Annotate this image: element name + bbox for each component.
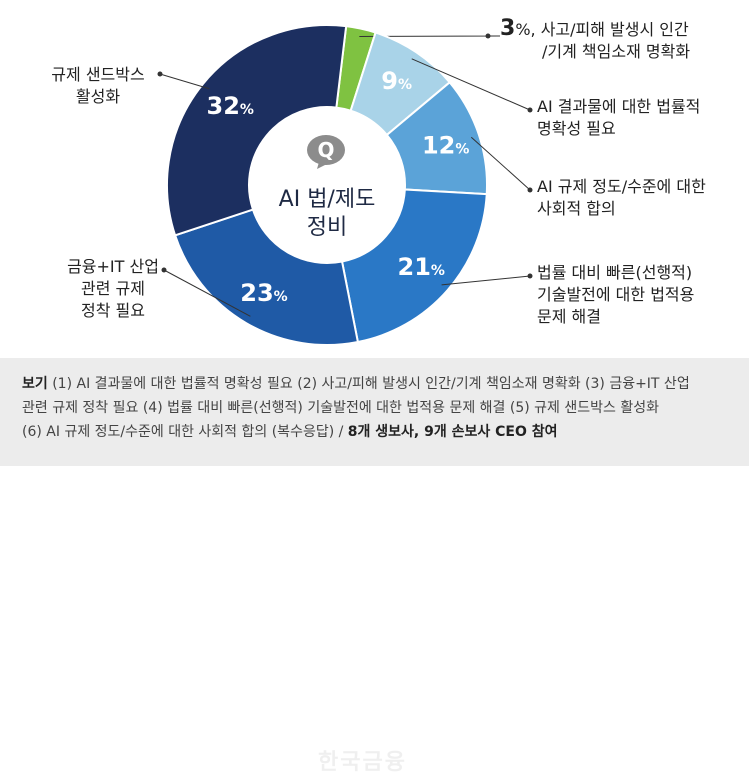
callout-tech-law-line-2: 기술발전에 대한 법적용: [537, 284, 694, 306]
callout-accident-unit: %: [515, 20, 530, 39]
note-emphasis: 8개 생보사, 9개 손보사 CEO 참여: [348, 424, 558, 440]
leader-dot-ai_output: [528, 108, 533, 113]
callout-accident-line-1: 사고/피해 발생시 인간: [541, 20, 689, 39]
callout-tech-law-line-3: 문제 해결: [537, 306, 694, 328]
leader-dot-ai_reg: [528, 188, 533, 193]
leader-line-sandbox: [160, 74, 209, 89]
callout-tech-law: 법률 대비 빠른(선행적) 기술발전에 대한 법적용 문제 해결: [537, 262, 694, 328]
callout-sandbox: 규제 샌드박스 활성화: [36, 64, 160, 108]
note-line-1: (1) AI 결과물에 대한 법률적 명확성 필요 (2) 사고/피해 발생시 …: [52, 376, 689, 392]
donut-chart: 9%12%21%23%32% Q AI 법/제도 정비 3%, 사고/피해 발생…: [0, 0, 749, 350]
callout-sandbox-line-2: 활성화: [36, 86, 160, 108]
leader-dot-tech_law: [528, 274, 533, 279]
note-label: 보기: [22, 376, 48, 392]
leader-dot-accident: [486, 34, 491, 39]
callout-accident-value: 3: [500, 16, 515, 41]
note-line-2: 관련 규제 정착 필요 (4) 법률 대비 빠른(선행적) 기술발전에 대한 법…: [22, 400, 659, 416]
callout-fin-it-line-1: 금융+IT 산업: [58, 256, 168, 278]
center-label-line-2: 정비: [262, 214, 392, 242]
callout-ai-reg-line-1: AI 규제 정도/수준에 대한: [537, 176, 706, 198]
callout-ai-output-line-1: AI 결과물에 대한 법률적: [537, 96, 700, 118]
callout-fin-it-line-3: 정착 필요: [58, 300, 168, 322]
note-line-3: (6) AI 규제 정도/수준에 대한 사회적 합의 (복수응답) /: [22, 424, 348, 440]
callout-sandbox-line-1: 규제 샌드박스: [36, 64, 160, 86]
q-speech-bubble-icon: Q: [305, 134, 347, 170]
callout-fin-it: 금융+IT 산업 관련 규제 정착 필요: [58, 256, 168, 322]
callout-fin-it-line-2: 관련 규제: [58, 278, 168, 300]
note-box: 한국금융 보기 (1) AI 결과물에 대한 법률적 명확성 필요 (2) 사고…: [0, 358, 749, 466]
callout-tech-law-line-1: 법률 대비 빠른(선행적): [537, 262, 694, 284]
callout-ai-reg-line-2: 사회적 합의: [537, 198, 706, 220]
callout-ai-reg: AI 규제 정도/수준에 대한 사회적 합의: [537, 176, 706, 220]
callout-accident: 3%, 사고/피해 발생시 인간 /기계 책임소재 명확화: [500, 18, 690, 63]
center-label-line-1: AI 법/제도: [262, 186, 392, 214]
watermark: 한국금융: [318, 744, 407, 776]
callout-ai-output-line-2: 명확성 필요: [537, 118, 700, 140]
callout-ai-output: AI 결과물에 대한 법률적 명확성 필요: [537, 96, 700, 140]
q-letter: Q: [317, 138, 334, 162]
note-text: 보기 (1) AI 결과물에 대한 법률적 명확성 필요 (2) 사고/피해 발…: [22, 372, 734, 444]
donut-center-label: AI 법/제도 정비: [262, 186, 392, 242]
callout-accident-line-2: /기계 책임소재 명확화: [500, 42, 690, 61]
